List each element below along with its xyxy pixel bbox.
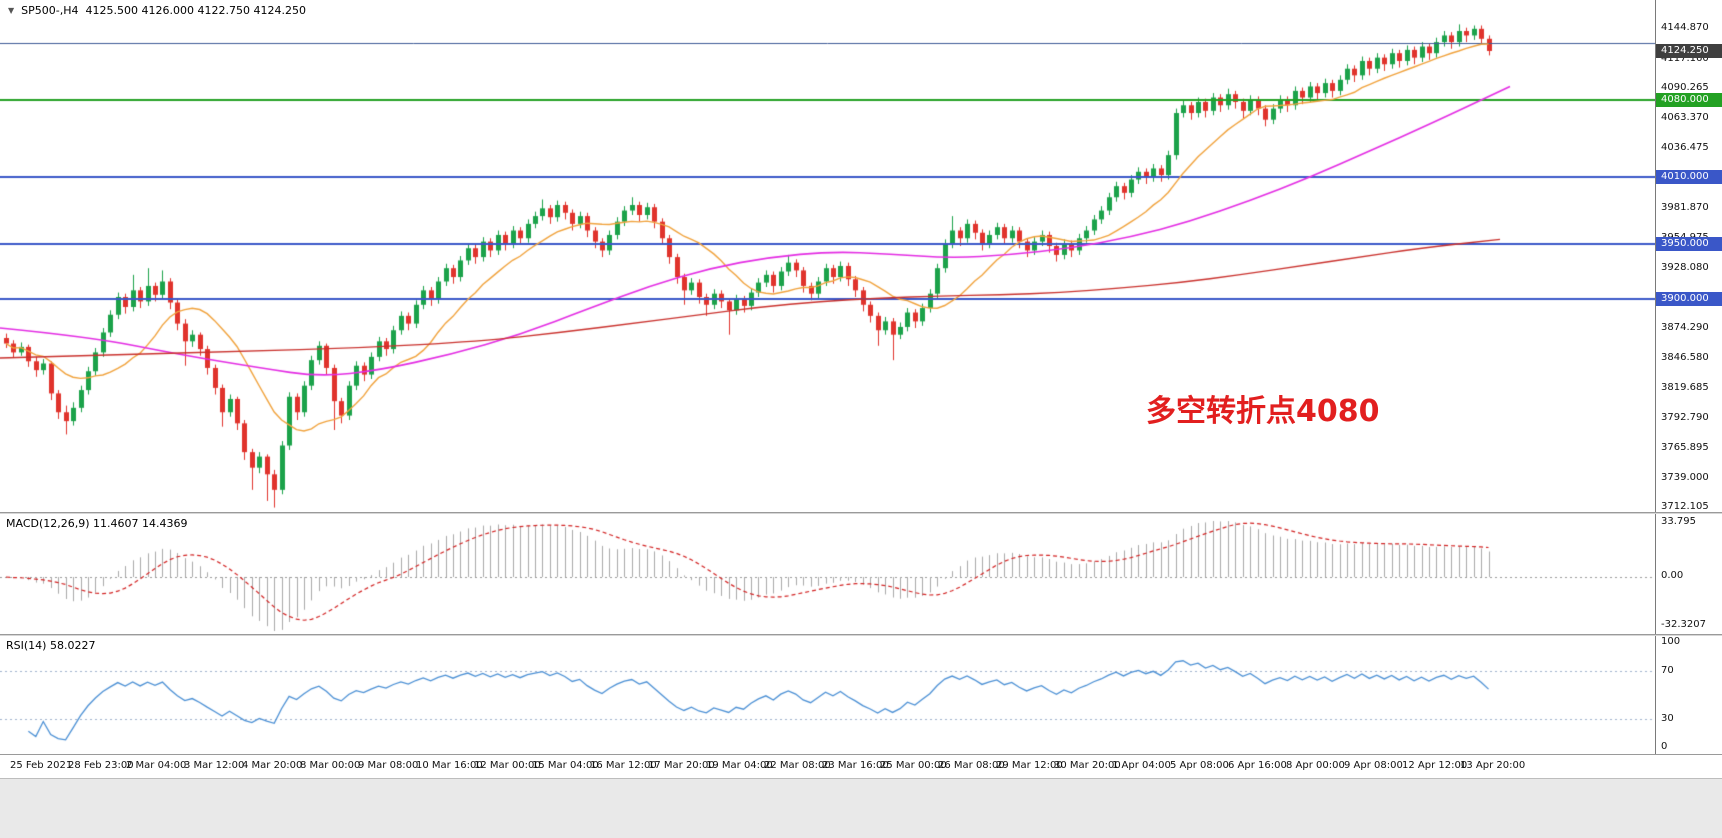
price-tick-label: 3792.790 [1661, 412, 1709, 424]
rsi-tick-label: 30 [1661, 712, 1674, 724]
time-tick-label: 29 Mar 12:00 [996, 760, 1063, 771]
rsi-title: RSI(14) [6, 639, 47, 652]
price-tick-label: 3819.685 [1661, 382, 1709, 394]
price-tick-label: 4090.265 [1661, 82, 1709, 94]
rsi-tick-label: 100 [1661, 636, 1681, 647]
time-tick-label: 9 Apr 08:00 [1344, 760, 1403, 771]
rsi-panel: 100 70 30 0 RSI(14) 58.0227 [0, 636, 1722, 754]
symbol-dropdown-icon[interactable]: ▼ [8, 6, 15, 15]
time-tick-label: 17 Mar 20:00 [648, 760, 715, 771]
time-tick-label: 8 Mar 00:00 [300, 760, 361, 771]
rsi-label: RSI(14) 58.0227 [6, 639, 95, 652]
price-level-badge: 4010.000 [1656, 170, 1722, 185]
macd-canvas[interactable] [0, 514, 1655, 634]
chart-header: ▼ SP500-,H4 4125.500 4126.000 4122.750 4… [8, 4, 306, 17]
price-tick-label: 3981.870 [1661, 202, 1709, 214]
macd-tick-label: 33.795 [1661, 516, 1696, 527]
price-axis[interactable]: 4144.870 4117.160 4090.265 4063.370 4036.475… [1655, 0, 1722, 512]
rsi-axis[interactable]: 100 70 30 0 [1655, 636, 1722, 754]
price-tick-label: 3739.000 [1661, 471, 1709, 483]
panel-splitter-rsi[interactable] [0, 634, 1722, 636]
time-tick-label: 10 Mar 16:00 [416, 760, 483, 771]
time-tick-label: 4 Mar 20:00 [242, 760, 303, 771]
rsi-values: 58.0227 [49, 639, 96, 652]
rsi-tick-label: 0 [1661, 741, 1668, 752]
time-tick-label: 25 Mar 00:00 [880, 760, 947, 771]
time-tick-label: 19 Mar 04:00 [706, 760, 773, 771]
price-tick-label: 3874.290 [1661, 321, 1709, 333]
ohlc-values-label: 4125.500 4126.000 4122.750 4124.250 [85, 4, 306, 17]
time-tick-label: 22 Mar 08:00 [764, 760, 831, 771]
price-tick-label: 4144.870 [1661, 21, 1709, 33]
time-tick-label: 12 Mar 00:00 [474, 760, 541, 771]
price-tick-label: 4036.475 [1661, 141, 1709, 153]
time-tick-label: 30 Mar 20:00 [1054, 760, 1121, 771]
time-tick-label: 6 Apr 16:00 [1228, 760, 1287, 771]
bottom-strip [0, 778, 1722, 838]
price-tick-label: 4063.370 [1661, 112, 1709, 124]
price-tick-label: 3712.105 [1661, 501, 1709, 513]
symbol-timeframe-label: SP500-,H4 [21, 4, 79, 17]
time-tick-label: 12 Apr 12:00 [1402, 760, 1468, 771]
price-tick-label: 3765.895 [1661, 441, 1709, 453]
price-chart-canvas[interactable] [0, 0, 1655, 512]
macd-tick-label: -32.3207 [1661, 619, 1706, 630]
time-tick-label: 23 Mar 16:00 [822, 760, 889, 771]
time-tick-label: 1 Apr 04:00 [1112, 760, 1171, 771]
macd-panel: 33.795 0.00 -32.3207 MACD(12,26,9) 11.4607… [0, 514, 1722, 634]
time-axis[interactable]: 25 Feb 2021 28 Feb 23:00 2 Mar 04:00 3 Mar … [0, 754, 1722, 778]
time-tick-label: 16 Mar 12:00 [590, 760, 657, 771]
rsi-tick-label: 70 [1661, 665, 1674, 677]
price-level-badge: 4124.250 [1656, 43, 1722, 58]
macd-values: 11.4607 14.4369 [93, 517, 188, 530]
time-tick-label: 13 Apr 20:00 [1460, 760, 1526, 771]
price-panel: 4144.870 4117.160 4090.265 4063.370 4036.475… [0, 0, 1722, 512]
price-tick-label: 3928.080 [1661, 262, 1709, 274]
macd-tick-label: 0.00 [1661, 570, 1684, 581]
annotation-text[interactable]: 多空转折点4080 [1146, 394, 1380, 429]
time-tick-label: 15 Mar 04:00 [532, 760, 599, 771]
time-tick-label: 3 Mar 12:00 [184, 760, 245, 771]
time-tick-label: 25 Feb 2021 [10, 760, 73, 771]
panel-splitter-macd[interactable] [0, 512, 1722, 514]
time-tick-label: 26 Mar 08:00 [938, 760, 1005, 771]
time-tick-label: 28 Feb 23:00 [68, 760, 134, 771]
price-level-badge: 4080.000 [1656, 92, 1722, 107]
price-level-badge: 3900.000 [1656, 292, 1722, 307]
price-level-badge: 3950.000 [1656, 236, 1722, 251]
price-tick-label: 3846.580 [1661, 352, 1709, 364]
time-tick-label: 9 Mar 08:00 [358, 760, 419, 771]
price-tick-label: 4117.160 [1661, 52, 1709, 64]
time-tick-label: 2 Mar 04:00 [126, 760, 187, 771]
macd-axis[interactable]: 33.795 0.00 -32.3207 [1655, 514, 1722, 634]
macd-title: MACD(12,26,9) [6, 517, 90, 530]
time-tick-label: 5 Apr 08:00 [1170, 760, 1229, 771]
rsi-canvas[interactable] [0, 636, 1655, 754]
macd-label: MACD(12,26,9) 11.4607 14.4369 [6, 517, 188, 530]
time-tick-label: 8 Apr 00:00 [1286, 760, 1345, 771]
